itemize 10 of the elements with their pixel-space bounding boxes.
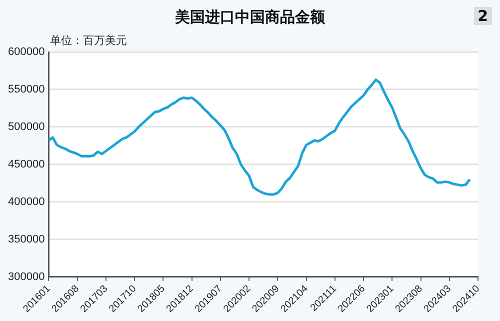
y-tick-label: 550000	[8, 84, 45, 96]
y-axis-title: 单位：百万美元	[50, 33, 127, 48]
y-tick-label: 600000	[8, 46, 45, 58]
text: 2	[474, 7, 492, 25]
chart-title: 美国进口中国商品金额	[175, 8, 325, 26]
y-tick-label: 300000	[8, 270, 45, 283]
y-tick-label: 450000	[8, 158, 45, 170]
y-tick-label: 500000	[8, 121, 45, 134]
y-tick-label: 400000	[8, 196, 45, 208]
y-tick-label: 350000	[8, 233, 45, 246]
